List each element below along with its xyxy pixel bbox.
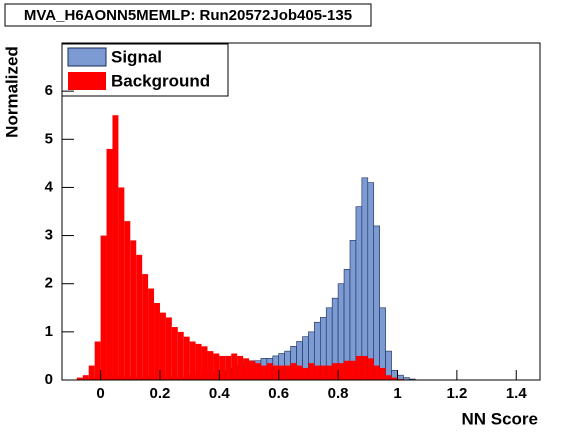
histogram-bar [266, 363, 273, 380]
histogram-bar [332, 363, 339, 380]
histogram-bar [385, 375, 392, 380]
x-tick-label: 0 [96, 385, 104, 402]
histogram-bar [302, 367, 309, 380]
histogram-bar [367, 182, 375, 381]
histogram-bar [361, 355, 368, 380]
histogram-bar [219, 355, 226, 380]
histogram-bar [349, 240, 357, 381]
y-tick-label: 2 [45, 275, 53, 292]
histogram-bar [213, 353, 220, 380]
x-axis-label: NN Score [461, 409, 538, 428]
histogram-bar [231, 353, 238, 380]
histogram-bar [308, 363, 315, 380]
histogram-bar [225, 355, 232, 380]
histogram-bar [326, 365, 333, 380]
histogram-bar [130, 240, 137, 380]
title-box [4, 3, 372, 27]
histogram-bar [373, 365, 380, 380]
legend-swatch [68, 72, 106, 90]
histogram-bar [136, 254, 143, 380]
histogram-bar [379, 367, 386, 380]
histogram-bar [165, 317, 172, 380]
y-tick-label: 1 [45, 323, 53, 340]
histogram-bar [296, 365, 303, 380]
y-tick-label: 0 [45, 371, 53, 388]
histogram-bar [349, 360, 356, 380]
y-tick-label: 6 [45, 82, 53, 99]
histogram-bar [142, 274, 149, 380]
chart-title: MVA_H6AONN5MEMLP: Run20572Job405-135 [24, 7, 352, 24]
histogram-bar [195, 343, 202, 380]
y-axis-label: Normalized [2, 46, 21, 138]
x-tick-label: 0.6 [268, 385, 289, 402]
legend-swatch [67, 47, 107, 67]
histogram-bar [189, 341, 196, 380]
plot-frame [61, 42, 541, 381]
x-tick-label: 1.4 [506, 385, 528, 402]
histogram-bar [118, 187, 125, 380]
histogram-bar [177, 331, 184, 380]
histogram-bar [278, 365, 285, 380]
legend: Signal Background [61, 43, 229, 97]
histogram-bar [171, 327, 178, 380]
histogram-bar [154, 302, 160, 380]
y-tick-label: 4 [45, 178, 54, 195]
histogram-bar [124, 221, 131, 380]
x-tick-label: 0.8 [328, 385, 349, 402]
histogram-bar [201, 346, 208, 380]
histogram-bar [272, 365, 279, 380]
histogram-bar [355, 206, 363, 381]
histogram-bar [355, 355, 362, 380]
plot-area [76, 115, 416, 381]
x-tick-label: 1.2 [446, 385, 467, 402]
histogram-bar [207, 351, 214, 380]
histogram-bar [260, 365, 267, 380]
x-tick-label: 0.4 [209, 385, 231, 402]
histogram-bar [106, 148, 113, 380]
histogram-bar [76, 377, 83, 380]
histogram-bar [391, 377, 398, 380]
legend-label: Signal [111, 47, 162, 66]
histogram-bar [159, 312, 166, 380]
y-tick-label: 3 [45, 227, 53, 244]
histogram-bar [367, 358, 374, 380]
histogram-bar [183, 336, 190, 380]
histogram-bar [284, 365, 291, 380]
histogram-bar [344, 360, 350, 380]
histogram-bar [112, 115, 119, 380]
x-tick-label: 1 [393, 385, 401, 402]
histogram-bar [338, 363, 345, 380]
y-tick-label: 5 [45, 130, 53, 147]
histogram-bar [243, 358, 250, 380]
histogram-bar [249, 360, 255, 380]
x-tick-label: 0.2 [150, 385, 171, 402]
histogram-bar [237, 355, 244, 380]
histogram-bar [320, 365, 327, 380]
histogram-bar [82, 375, 89, 380]
histogram-bar [254, 363, 261, 380]
histogram-bar [314, 365, 321, 380]
histogram-bar [88, 365, 95, 380]
histogram-bar [94, 341, 101, 380]
histogram-bar [100, 235, 107, 380]
legend-label: Background [111, 71, 210, 90]
histogram-bar [373, 225, 380, 381]
histogram-bar [148, 288, 155, 380]
histogram-bar [361, 177, 369, 381]
histogram-bar [290, 363, 297, 380]
